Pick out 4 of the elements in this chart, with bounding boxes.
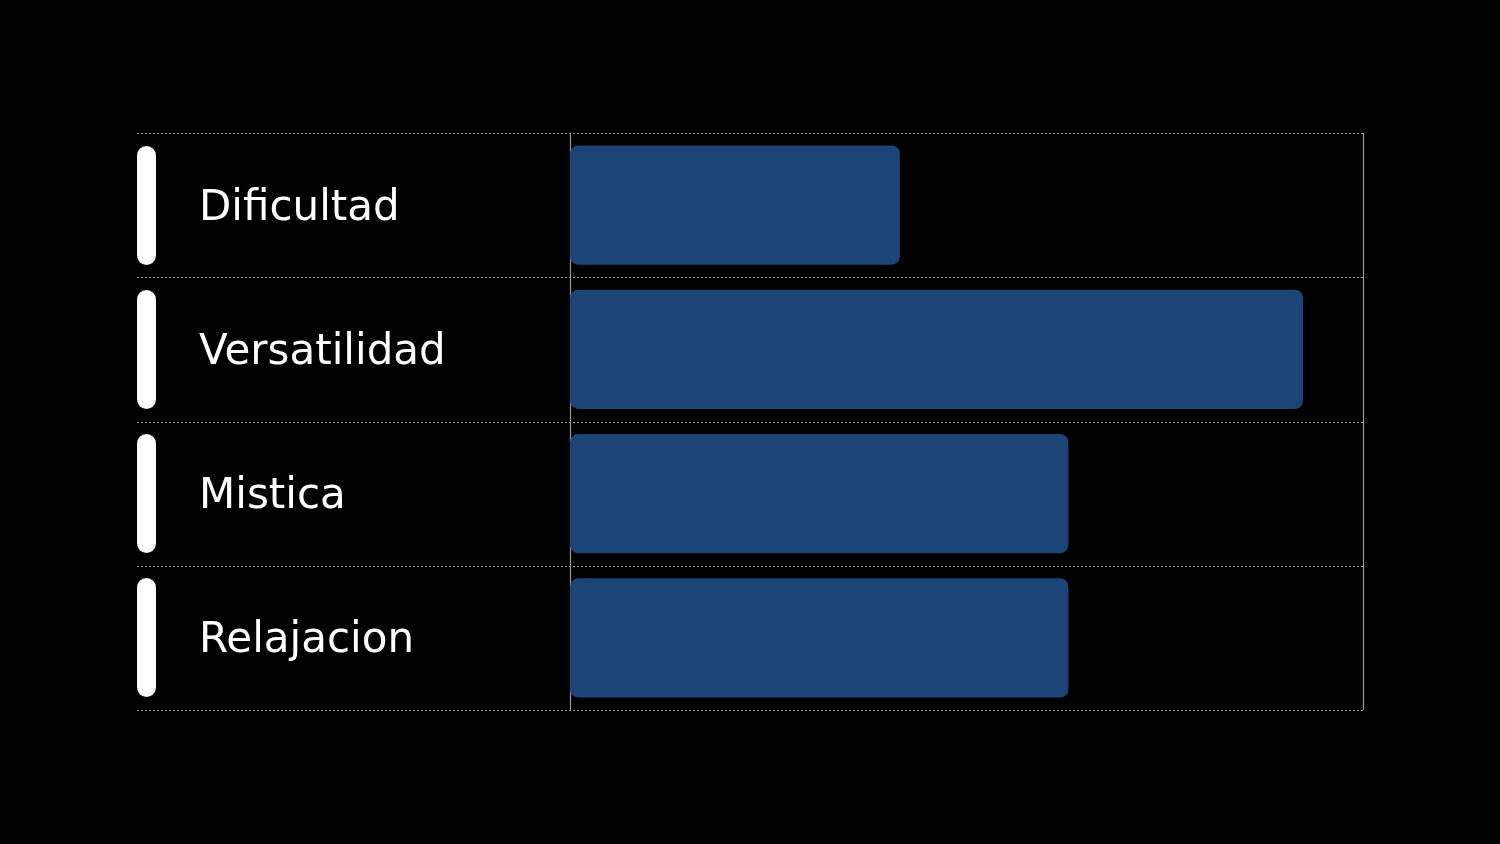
- y-tick-label: Relajacion: [199, 613, 415, 663]
- y-tick-label: Dificultad: [199, 180, 400, 230]
- y-tick-label: Versatilidad: [199, 324, 446, 374]
- y-tick-label: Mistica: [199, 469, 346, 519]
